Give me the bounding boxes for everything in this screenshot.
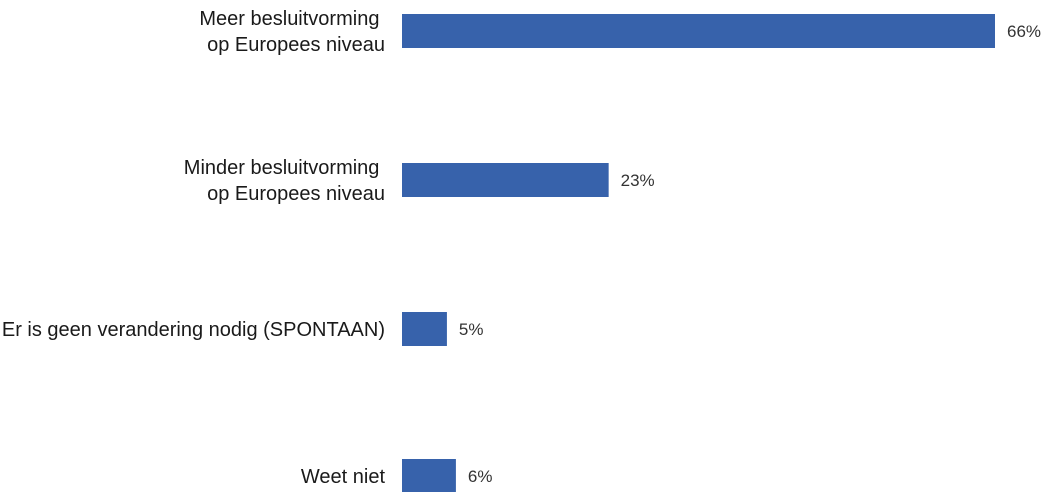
bar-group: 66% Meer besluitvorming op Europees nivea… bbox=[2, 8, 1041, 492]
value-label-2: 5% bbox=[459, 320, 484, 339]
bar-1 bbox=[402, 163, 609, 197]
category-label-2: Er is geen verandering nodig (SPONTAAN) bbox=[2, 319, 385, 341]
value-label-0: 66% bbox=[1007, 22, 1041, 41]
bar-0 bbox=[402, 14, 995, 48]
category-label-0: Meer besluitvorming op Europees niveau bbox=[199, 8, 385, 56]
bar-2 bbox=[402, 312, 447, 346]
category-label-3: Weet niet bbox=[301, 466, 386, 488]
category-label-1: Minder besluitvorming op Europees niveau bbox=[184, 157, 385, 205]
value-label-1: 23% bbox=[621, 171, 655, 190]
bar-3 bbox=[402, 459, 456, 492]
value-label-3: 6% bbox=[468, 467, 493, 486]
